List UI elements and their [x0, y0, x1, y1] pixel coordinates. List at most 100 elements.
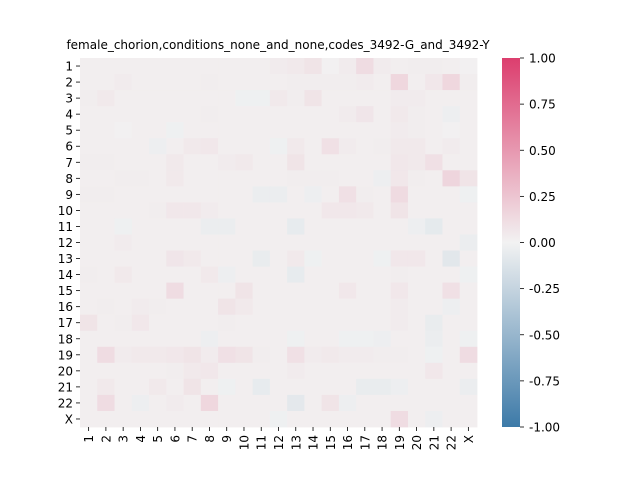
heatmap-cell: [252, 266, 271, 284]
heatmap-cell: [407, 314, 426, 332]
heatmap-cell: [287, 154, 305, 171]
heatmap-cell: [149, 282, 167, 300]
heatmap-cell: [356, 394, 374, 412]
heatmap-cell: [97, 138, 115, 155]
heatmap-cell: [235, 218, 254, 235]
heatmap-cell: [338, 106, 357, 123]
heatmap-cell: [252, 218, 271, 235]
heatmap-cell: [459, 74, 478, 91]
heatmap-cell: [131, 186, 150, 203]
heatmap-cell: [166, 378, 184, 396]
heatmap-cell: [114, 106, 133, 123]
heatmap-cell: [252, 394, 271, 412]
heatmap-cell: [287, 410, 305, 428]
heatmap-cell: [269, 202, 288, 219]
heatmap-cell: [131, 218, 150, 235]
heatmap-cell: [269, 314, 288, 332]
heatmap-cell: [97, 266, 115, 284]
heatmap-cell: [200, 138, 219, 155]
heatmap-cell: [114, 234, 133, 251]
heatmap-cell: [235, 138, 254, 155]
heatmap-cell: [149, 394, 167, 412]
heatmap-cell: [252, 202, 271, 219]
heatmap-cell: [80, 282, 98, 300]
heatmap-cell: [373, 122, 392, 139]
row-tick-label: 21: [58, 380, 73, 394]
row-tick-label: 19: [58, 348, 73, 362]
heatmap-cell: [183, 90, 202, 107]
heatmap-cell: [149, 138, 167, 155]
heatmap-cell: [407, 362, 426, 380]
heatmap-cell: [131, 410, 150, 428]
row-tick-label: 13: [58, 252, 73, 266]
heatmap-cell: [235, 378, 254, 396]
heatmap-cell: [407, 298, 426, 316]
heatmap-cell: [459, 202, 478, 219]
heatmap-cell: [442, 138, 461, 155]
column-tick-label: X: [462, 435, 476, 443]
heatmap-cell: [338, 58, 357, 75]
heatmap-cell: [304, 106, 323, 123]
heatmap-cell: [166, 234, 184, 251]
heatmap-cell: [425, 170, 443, 187]
heatmap-cell: [442, 282, 461, 300]
heatmap-cell: [131, 362, 150, 380]
heatmap-cell: [321, 234, 340, 251]
heatmap-cell: [356, 122, 374, 139]
heatmap-cell: [321, 314, 340, 332]
heatmap-cell: [459, 234, 478, 251]
heatmap-cell: [166, 362, 184, 380]
column-tick-label: 2: [99, 435, 113, 443]
heatmap-cell: [114, 122, 133, 139]
heatmap-cell: [218, 314, 236, 332]
heatmap-cell: [338, 90, 357, 107]
heatmap-cell: [373, 362, 392, 380]
heatmap-cell: [218, 154, 236, 171]
heatmap-cell: [304, 122, 323, 139]
heatmap-cell: [183, 170, 202, 187]
heatmap-cell: [459, 106, 478, 123]
heatmap-cell: [459, 314, 478, 332]
heatmap-cell: [356, 378, 374, 396]
heatmap-cell: [425, 346, 443, 364]
heatmap-cell: [338, 298, 357, 316]
row-tick-label: 10: [58, 204, 73, 218]
heatmap-cell: [80, 410, 98, 428]
heatmap-cell: [287, 202, 305, 219]
heatmap-cell: [442, 170, 461, 187]
heatmap-cell: [114, 138, 133, 155]
heatmap-cell: [218, 90, 236, 107]
heatmap-cell: [356, 362, 374, 380]
heatmap-cell: [235, 186, 254, 203]
heatmap-cell: [97, 394, 115, 412]
colorbar-tick-label: 0.25: [529, 190, 556, 204]
heatmap-cell: [80, 74, 98, 91]
heatmap-cell: [321, 202, 340, 219]
heatmap-cell: [390, 362, 409, 380]
column-tick-label: 5: [151, 435, 165, 443]
heatmap-cell: [269, 378, 288, 396]
heatmap-cell: [97, 74, 115, 91]
heatmap-cell: [407, 170, 426, 187]
heatmap-cell: [390, 250, 409, 267]
heatmap-cell: [304, 74, 323, 91]
heatmap-cell: [356, 346, 374, 364]
heatmap-cell: [287, 186, 305, 203]
heatmap-cell: [166, 106, 184, 123]
heatmap-cell: [459, 170, 478, 187]
column-tick-label: 3: [117, 435, 131, 443]
heatmap-cell: [338, 394, 357, 412]
heatmap-cell: [114, 170, 133, 187]
heatmap-cell: [114, 346, 133, 364]
heatmap-cell: [149, 154, 167, 171]
heatmap-cell: [373, 58, 392, 75]
heatmap-cell: [425, 378, 443, 396]
heatmap-cell: [131, 330, 150, 348]
heatmap-cell: [97, 378, 115, 396]
colorbar-tick-label: 1.00: [529, 52, 556, 66]
heatmap-cell: [442, 122, 461, 139]
heatmap-cell: [80, 202, 98, 219]
heatmap-cell: [252, 362, 271, 380]
heatmap-cell: [269, 282, 288, 300]
heatmap-cell: [442, 74, 461, 91]
